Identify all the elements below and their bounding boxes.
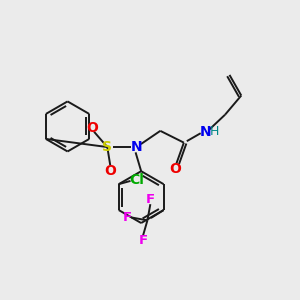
- Text: H: H: [209, 125, 219, 138]
- Text: Cl: Cl: [130, 173, 144, 187]
- Text: F: F: [138, 234, 148, 247]
- Text: F: F: [123, 211, 132, 224]
- Text: F: F: [146, 193, 155, 206]
- Text: O: O: [169, 161, 181, 176]
- Text: S: S: [102, 140, 112, 154]
- Text: O: O: [86, 121, 98, 135]
- Text: N: N: [200, 125, 212, 139]
- Text: N: N: [131, 140, 142, 154]
- Text: O: O: [104, 164, 116, 178]
